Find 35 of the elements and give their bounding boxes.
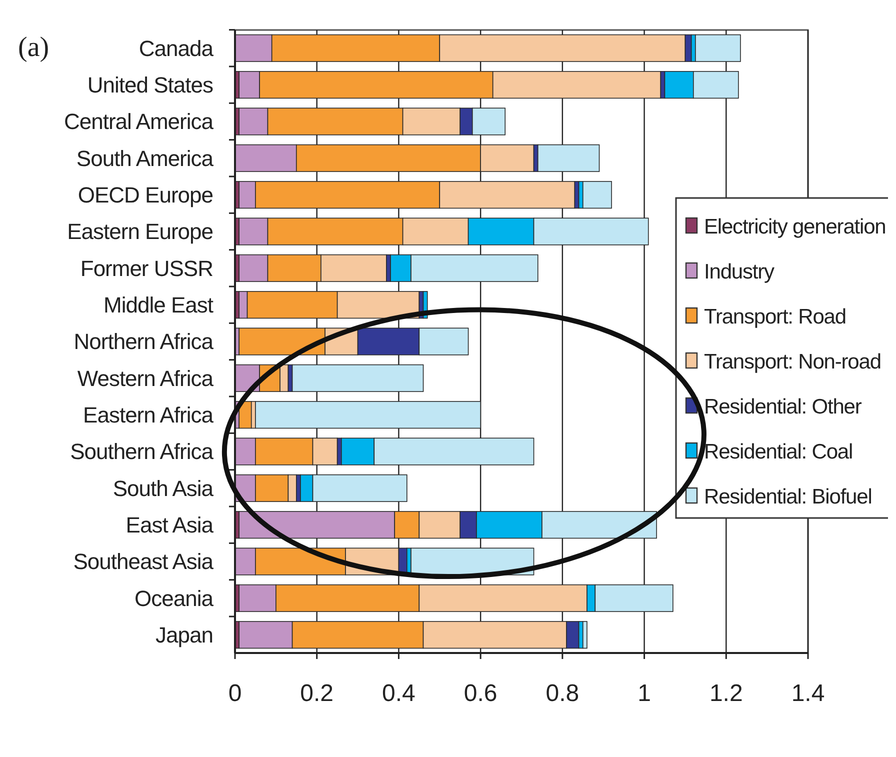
y-tick-label: Japan <box>156 622 213 648</box>
y-tick-label: Former USSR <box>80 256 213 281</box>
text: (a) <box>18 32 50 63</box>
legend-label: Residential: Other <box>704 395 862 418</box>
x-tick-label: 0.4 <box>382 680 416 707</box>
x-tick-label: 0.8 <box>546 680 580 707</box>
legend-label: Transport: Road <box>704 305 846 328</box>
y-tick-label: Oceania <box>134 586 214 611</box>
y-tick-label: Canada <box>138 36 214 61</box>
y-tick-label: Middle East <box>104 292 214 318</box>
bar <box>582 181 612 209</box>
y-tick-label: Southern Africa <box>70 439 214 464</box>
y-tick-label: Western Africa <box>77 366 214 391</box>
x-tick-label: 0.2 <box>300 680 334 707</box>
y-tick-label: Southeast Asia <box>73 549 214 574</box>
x-tick-label: 0 <box>228 680 242 707</box>
x-tick-label: 1.4 <box>791 680 825 707</box>
x-tick-label: 0.6 <box>464 680 498 707</box>
y-tick-label: United States <box>87 72 214 98</box>
y-tick-label: South America <box>76 146 214 171</box>
y-tick-label: OECD Europe <box>78 182 214 208</box>
y-tick-label: Eastern Europe <box>67 219 214 244</box>
legend-label: Electricity generation <box>704 215 886 238</box>
legend-label: Transport: Non-road <box>704 350 881 374</box>
bar <box>582 621 588 649</box>
legend-label: Residential: Coal <box>704 440 853 464</box>
x-tick-label: 1.2 <box>709 680 743 707</box>
y-tick-label: Northern Africa <box>74 329 214 354</box>
y-tick-label: Eastern Africa <box>83 402 214 428</box>
legend-label: Residential: Biofuel <box>704 485 872 508</box>
legend-label: Industry <box>704 260 775 284</box>
y-tick-label: South Asia <box>112 476 214 501</box>
y-tick-label: Central America <box>64 109 214 134</box>
x-tick-label: 1 <box>638 680 651 707</box>
y-tick-label: East Asia <box>126 512 214 538</box>
